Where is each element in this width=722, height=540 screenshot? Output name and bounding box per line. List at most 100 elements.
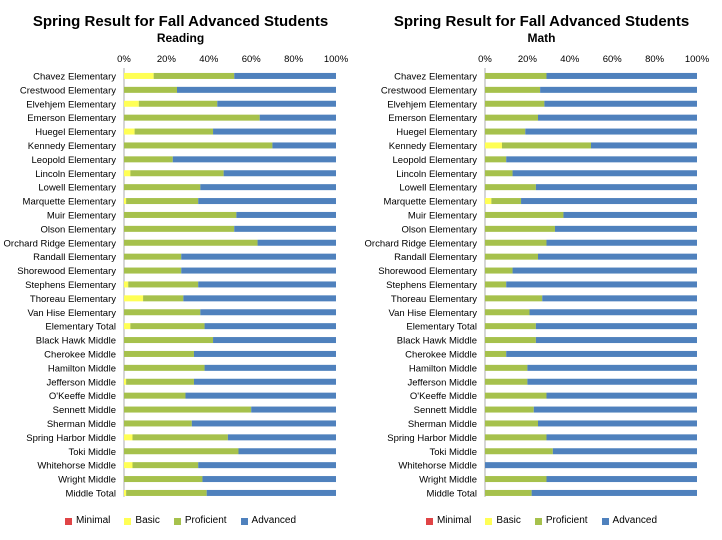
category-label: Elementary Total <box>406 322 477 333</box>
bar-segment-proficient <box>132 434 228 441</box>
category-label: Black Hawk Middle <box>397 336 477 347</box>
x-tick-label: 60% <box>242 54 262 65</box>
bar-segment-proficient <box>485 253 538 260</box>
bar-segment-proficient <box>485 350 507 357</box>
bar-segment-proficient <box>485 392 547 399</box>
bar-segment-advanced <box>552 448 697 455</box>
x-tick-label: 40% <box>199 54 219 65</box>
bar-segment-proficient <box>124 406 252 413</box>
category-label: Sennett Middle <box>53 405 116 416</box>
bar-segment-proficient <box>485 86 541 93</box>
bar-segment-advanced <box>217 100 336 107</box>
bar-segment-basic <box>124 462 133 469</box>
bar-segment-proficient <box>132 462 199 469</box>
category-label: O'Keeffe Middle <box>49 391 116 402</box>
bar-segment-advanced <box>259 114 336 121</box>
bar-segment-advanced <box>213 128 336 135</box>
bar-segment-advanced <box>527 364 697 371</box>
category-label: Hamilton Middle <box>48 363 116 374</box>
legend-label-proficient: Proficient <box>184 515 227 526</box>
chart-subtitle: Reading <box>156 31 205 45</box>
bar-segment-proficient <box>485 406 534 413</box>
bar-segment-proficient <box>485 434 547 441</box>
bar-segment-proficient <box>485 309 530 316</box>
bar-segment-advanced <box>213 337 336 344</box>
bar-segment-advanced <box>181 253 336 260</box>
category-label: Elementary Total <box>45 322 116 333</box>
bar-segment-advanced <box>540 86 697 93</box>
bar-segment-advanced <box>506 281 697 288</box>
category-label: O'Keeffe Middle <box>410 391 477 402</box>
category-label: Elvehjem Elementary <box>387 99 477 110</box>
category-label: Sherman Middle <box>47 419 116 430</box>
bar-segment-proficient <box>130 323 205 330</box>
bar-segment-proficient <box>485 239 547 246</box>
category-label: Black Hawk Middle <box>36 336 116 347</box>
bar-segment-advanced <box>563 211 697 218</box>
reading-chart: Spring Result for Fall Advanced Students… <box>4 13 349 528</box>
category-label: Stephens Elementary <box>25 280 116 291</box>
bar-segment-advanced <box>521 198 697 205</box>
x-tick-label: 100% <box>685 54 710 65</box>
bar-segment-proficient <box>128 281 199 288</box>
category-label: Hamilton Middle <box>409 363 477 374</box>
category-label: Van Hise Elementary <box>388 308 477 319</box>
category-label: Toki Middle <box>429 447 477 458</box>
legend-item-advanced: Advanced <box>601 514 657 528</box>
bar-segment-proficient <box>124 448 239 455</box>
bar-segment-advanced <box>512 267 697 274</box>
legend-item-minimal: Minimal <box>64 514 110 528</box>
bar-segment-advanced <box>538 420 697 427</box>
category-label: Marquette Elementary <box>23 197 117 208</box>
category-label: Shorewood Elementary <box>17 266 116 277</box>
bar-segment-proficient <box>491 198 522 205</box>
bar-segment-proficient <box>485 476 547 483</box>
bar-segment-advanced <box>546 434 697 441</box>
category-label: Huegel Elementary <box>396 127 477 138</box>
bar-segment-advanced <box>177 86 336 93</box>
category-label: Orchard Ridge Elementary <box>365 238 478 249</box>
bar-segment-advanced <box>206 489 336 496</box>
bar-segment-advanced <box>227 434 336 441</box>
legend-label-proficient: Proficient <box>545 515 588 526</box>
bar-segment-proficient <box>485 114 538 121</box>
x-tick-label: 0% <box>117 54 131 65</box>
x-tick-label: 80% <box>284 54 304 65</box>
bar-segment-proficient <box>124 364 205 371</box>
bar-segment-advanced <box>202 476 336 483</box>
bar-segment-advanced <box>234 72 336 79</box>
bar-segment-proficient <box>485 364 528 371</box>
category-label: Randall Elementary <box>394 252 477 263</box>
bar-segment-advanced <box>535 184 697 191</box>
category-label: Muir Elementary <box>47 210 116 221</box>
category-label: Shorewood Elementary <box>378 266 477 277</box>
bar-segment-advanced <box>529 309 697 316</box>
category-label: Stephens Elementary <box>386 280 477 291</box>
bar-segment-advanced <box>200 309 336 316</box>
legend-item-proficient: Proficient <box>534 514 588 528</box>
x-tick-label: 20% <box>518 54 538 65</box>
x-tick-label: 20% <box>157 54 177 65</box>
category-label: Elvehjem Elementary <box>26 99 116 110</box>
x-tick-label: 100% <box>324 54 349 65</box>
bar-segment-advanced <box>591 142 697 149</box>
bar-segment-proficient <box>485 211 564 218</box>
bar-segment-proficient <box>124 392 186 399</box>
category-label: Jefferson Middle <box>407 377 477 388</box>
bar-segment-advanced <box>554 225 697 232</box>
legend-item-advanced: Advanced <box>240 514 296 528</box>
bar-segment-advanced <box>251 406 336 413</box>
bar-segment-advanced <box>535 337 697 344</box>
bar-segment-proficient <box>153 72 235 79</box>
bar-segment-proficient <box>124 309 201 316</box>
bar-segment-proficient <box>143 295 184 302</box>
bar-segment-advanced <box>531 489 697 496</box>
bar-segment-advanced <box>512 170 697 177</box>
bar-segment-proficient <box>124 86 177 93</box>
math-plot: 0% 20% 40% 60% 80% 100% Chavez Elementary Crest… <box>365 54 710 499</box>
category-label: Sherman Middle <box>408 419 477 430</box>
legend-swatch-minimal <box>64 517 72 525</box>
bar-segment-advanced <box>542 295 697 302</box>
bar-segment-proficient <box>124 350 194 357</box>
bar-segment-proficient <box>126 378 194 385</box>
